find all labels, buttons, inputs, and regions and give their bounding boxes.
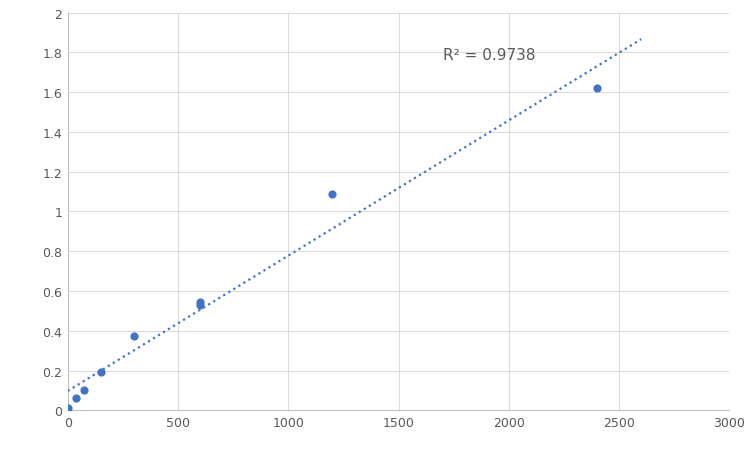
Point: [194, 299, 206, 306]
Point: [70, 394, 82, 401]
Point: [62, 405, 74, 412]
Point: [78, 387, 90, 394]
Point: [194, 302, 206, 309]
Point: [326, 190, 338, 198]
Point: [591, 85, 603, 92]
Point: [128, 333, 140, 340]
Text: R² = 0.9738: R² = 0.9738: [443, 48, 535, 63]
Point: [95, 369, 107, 376]
